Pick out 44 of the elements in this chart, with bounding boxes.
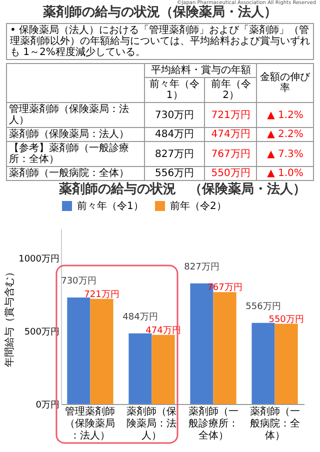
y-tick-label: 1000万円	[18, 254, 60, 265]
bar	[252, 322, 275, 404]
text: ▲ 1.0%	[256, 166, 314, 180]
text: 薬剤師の給与の状況（保険薬局・法人）	[42, 4, 277, 21]
legend-label: 前年（令2）	[170, 200, 226, 212]
text: 827万円	[155, 148, 194, 160]
text: 730万円	[155, 110, 194, 120]
x-tick-label: 管理薬剤師（保険薬局：法人）	[65, 406, 116, 442]
x-tick-label: 薬剤師（一般病院：全体）	[250, 406, 300, 442]
bar	[90, 298, 114, 404]
data-label: 827万円	[184, 262, 220, 272]
text: 薬剤師（一般病院：全体）	[6, 166, 145, 180]
text: 前年（令2）	[210, 79, 251, 101]
legend-label: 前々年（令1）	[77, 200, 144, 212]
text: ▲ 1.2%	[256, 102, 314, 128]
text: ▲ 2.2%	[256, 128, 314, 142]
text: • 保険薬局（法人）における「管理薬剤師」および「薬剤師」（管理薬剤師以外）の年額給与については、平均給料および賞与いずれも 1～2%程度減少している。	[6, 23, 314, 60]
data-label: 550万円	[268, 314, 304, 325]
text: 484万円	[155, 129, 194, 140]
text: 管理薬剤師（保険薬局：法人）	[6, 102, 145, 128]
bar	[128, 333, 152, 404]
bar	[213, 292, 236, 404]
text: 550万円	[211, 168, 250, 179]
data-label: 721万円	[84, 290, 120, 300]
text: 前々年（令1）	[150, 79, 200, 101]
text: 平均給料・賞与の年額	[144, 64, 257, 78]
x-tick-label: 薬剤師（一般診療所：全体）	[188, 406, 238, 442]
x-tick-label: 薬剤師（保険薬局：法人）	[126, 406, 177, 442]
data-label: 730万円	[61, 276, 96, 287]
text: 金額の伸び率	[256, 64, 314, 102]
text: 721万円	[211, 110, 250, 120]
bar	[67, 298, 90, 404]
y-axis-title: 年間給与（賞与含む）	[4, 267, 16, 367]
chart-title: 薬剤師の給与の状況 （保険薬局・法人）	[58, 181, 306, 197]
text: 474万円	[211, 129, 250, 140]
text: 767万円	[211, 148, 250, 160]
data-label: 484万円	[122, 312, 158, 322]
text: 薬剤師（保険薬局：法人）	[6, 128, 145, 142]
text: ▲ 7.3%	[256, 142, 314, 166]
text: 【参考】薬剤師（一般診療所：全体）	[6, 142, 145, 166]
bar	[152, 334, 175, 404]
text: 556万円	[155, 168, 194, 179]
data-label: 556万円	[246, 302, 281, 312]
bar	[274, 324, 298, 404]
